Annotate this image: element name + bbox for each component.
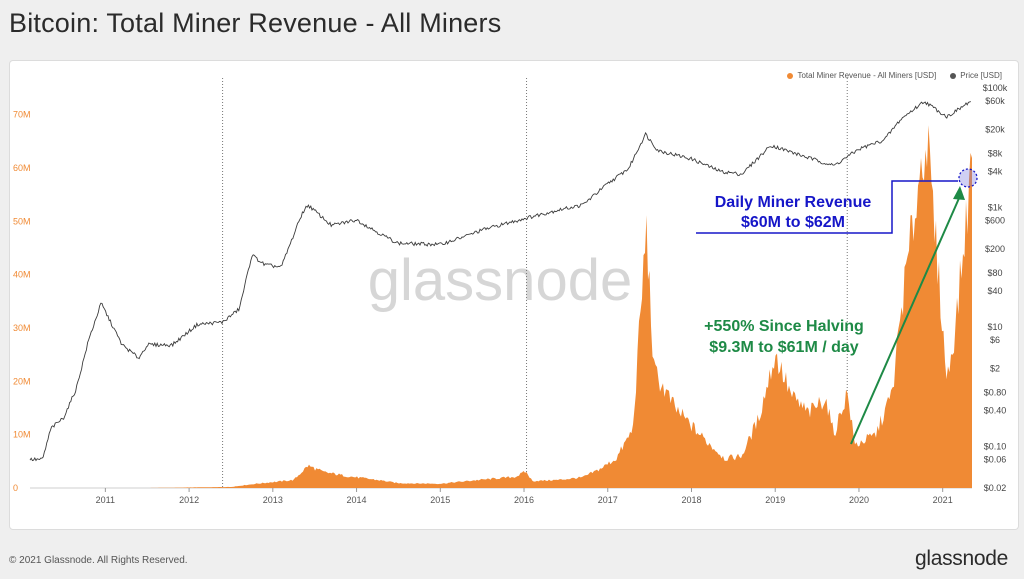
right-tick-label-9: $40 <box>987 286 1002 296</box>
x-tick-label-2020: 2020 <box>849 495 869 505</box>
growth-callout-line2: $9.3M to $61M / day <box>709 339 858 356</box>
brand-logo-text: glassnode <box>914 547 1008 570</box>
left-tick-label-5: 50M <box>13 216 31 226</box>
growth-arrow-head-icon <box>953 186 965 200</box>
right-tick-label-3: $8k <box>988 148 1003 158</box>
right-tick-label-11: $6 <box>990 335 1000 345</box>
revenue-callout-line1: Daily Miner Revenue <box>715 194 872 211</box>
right-tick-label-17: $0.02 <box>984 483 1007 493</box>
right-tick-label-16: $0.06 <box>984 455 1007 465</box>
left-tick-label-2: 20M <box>13 376 31 386</box>
right-tick-label-0: $100k <box>983 83 1008 93</box>
right-tick-label-1: $60k <box>985 96 1005 106</box>
price-line <box>29 101 971 462</box>
right-tick-label-14: $0.40 <box>984 405 1007 415</box>
revenue-area <box>30 125 972 488</box>
left-tick-label-1: 10M <box>13 430 31 440</box>
right-tick-label-13: $0.80 <box>984 387 1007 397</box>
page-title: Bitcoin: Total Miner Revenue - All Miner… <box>9 8 502 38</box>
right-tick-label-5: $1k <box>988 202 1003 212</box>
x-tick-label-2018: 2018 <box>681 495 701 505</box>
legend-revenue-dot-icon <box>787 72 794 79</box>
highlight-circle <box>958 168 978 188</box>
x-tick-label-2013: 2013 <box>263 495 283 505</box>
revenue-callout-line2: $60M to $62M <box>741 214 845 231</box>
chart-legend: Total Miner Revenue - All Miners [USD] P… <box>787 71 1002 80</box>
legend-revenue-label: Total Miner Revenue - All Miners [USD] <box>797 71 937 80</box>
x-tick-label-2021: 2021 <box>933 495 953 505</box>
x-tick-label-2012: 2012 <box>179 495 199 505</box>
right-tick-label-15: $0.10 <box>984 441 1007 451</box>
right-tick-label-10: $10 <box>987 322 1002 332</box>
growth-callout-line1: +550% Since Halving <box>704 318 864 335</box>
legend-price-label: Price [USD] <box>960 71 1002 80</box>
x-tick-label-2019: 2019 <box>765 495 785 505</box>
right-tick-label-12: $2 <box>990 364 1000 374</box>
left-tick-label-0: 0 <box>13 483 18 493</box>
left-tick-label-3: 30M <box>13 323 31 333</box>
right-tick-label-4: $4k <box>988 166 1003 176</box>
left-tick-label-7: 70M <box>13 110 31 120</box>
x-tick-label-2011: 2011 <box>96 495 115 505</box>
left-tick-label-6: 60M <box>13 163 31 173</box>
right-tick-label-8: $80 <box>987 268 1002 278</box>
right-tick-label-7: $200 <box>985 244 1005 254</box>
legend-item-revenue[interactable]: Total Miner Revenue - All Miners [USD] <box>787 71 936 80</box>
watermark-text: glassnode <box>368 248 632 313</box>
x-tick-label-2017: 2017 <box>598 495 618 505</box>
right-tick-label-6: $600 <box>985 216 1005 226</box>
left-tick-label-4: 40M <box>13 270 31 280</box>
right-tick-label-2: $20k <box>985 125 1005 135</box>
copyright-text: © 2021 Glassnode. All Rights Reserved. <box>9 555 188 566</box>
legend-price-dot-icon <box>950 72 957 79</box>
legend-item-price[interactable]: Price [USD] <box>950 71 1002 80</box>
x-tick-label-2015: 2015 <box>430 495 450 505</box>
revenue-callout-connector <box>696 180 958 234</box>
x-tick-label-2014: 2014 <box>347 495 367 505</box>
growth-arrow-shaft <box>850 195 961 445</box>
x-tick-label-2016: 2016 <box>514 495 534 505</box>
